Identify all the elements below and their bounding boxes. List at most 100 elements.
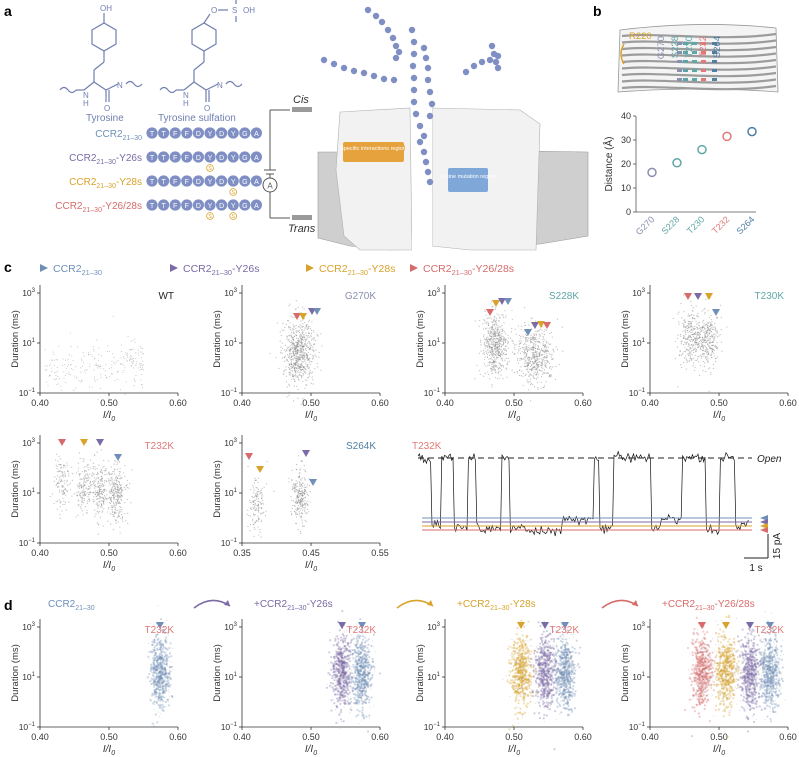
event-point bbox=[116, 495, 118, 497]
event-point bbox=[292, 375, 294, 378]
event-point bbox=[78, 473, 80, 475]
event-point bbox=[705, 323, 707, 325]
event-point bbox=[537, 361, 539, 363]
residue-marker bbox=[712, 60, 717, 63]
y-tick-exp: 1 bbox=[32, 672, 36, 678]
event-point bbox=[522, 358, 524, 360]
event-point bbox=[60, 467, 62, 469]
event-point bbox=[86, 509, 88, 512]
event-point bbox=[111, 506, 113, 508]
event-point bbox=[57, 460, 59, 462]
event-point bbox=[486, 340, 488, 342]
event-point bbox=[300, 483, 303, 486]
event-point bbox=[482, 352, 484, 355]
event-point bbox=[484, 328, 487, 330]
event-point bbox=[140, 345, 142, 348]
event-point bbox=[708, 316, 711, 319]
event-point bbox=[53, 378, 55, 380]
event-point bbox=[172, 668, 174, 670]
event-point bbox=[520, 335, 522, 337]
event-point bbox=[307, 335, 309, 337]
event-point bbox=[541, 354, 543, 356]
event-point bbox=[141, 365, 143, 367]
event-point bbox=[291, 336, 293, 338]
event-point bbox=[298, 373, 300, 375]
event-point bbox=[332, 689, 335, 693]
event-point bbox=[162, 682, 164, 684]
residue-letter: T bbox=[150, 179, 155, 186]
event-point bbox=[525, 373, 527, 375]
event-point bbox=[290, 352, 292, 354]
event-point bbox=[252, 523, 254, 526]
event-point bbox=[153, 683, 156, 686]
event-point bbox=[153, 641, 156, 644]
event-point bbox=[118, 511, 120, 514]
event-point bbox=[544, 329, 546, 331]
event-point bbox=[153, 683, 155, 685]
event-point bbox=[82, 494, 84, 496]
event-point bbox=[491, 351, 494, 353]
event-point bbox=[253, 492, 255, 494]
event-point bbox=[688, 360, 690, 362]
event-point bbox=[75, 366, 77, 368]
event-point bbox=[88, 500, 90, 502]
event-point bbox=[528, 349, 530, 351]
event-point bbox=[84, 484, 86, 487]
event-point bbox=[253, 535, 255, 538]
event-point bbox=[309, 342, 311, 344]
event-point bbox=[110, 523, 112, 525]
residue-letter: Y bbox=[231, 155, 236, 162]
residue-letter: A bbox=[254, 131, 259, 138]
event-point bbox=[91, 472, 94, 474]
event-point bbox=[552, 366, 554, 368]
event-point bbox=[483, 353, 486, 356]
tyrosine-structure bbox=[59, 13, 143, 102]
event-point bbox=[520, 340, 522, 342]
event-point bbox=[78, 483, 80, 485]
event-point bbox=[505, 353, 507, 355]
event-point bbox=[159, 666, 161, 668]
event-point bbox=[115, 501, 117, 503]
event-point bbox=[156, 721, 159, 724]
event-point bbox=[513, 353, 515, 355]
event-point bbox=[700, 339, 702, 341]
event-point bbox=[105, 489, 107, 491]
event-point bbox=[703, 349, 705, 351]
event-point bbox=[161, 681, 163, 683]
event-point bbox=[701, 336, 704, 339]
event-point bbox=[498, 320, 500, 322]
event-point bbox=[299, 487, 301, 490]
event-point bbox=[298, 354, 300, 356]
event-point bbox=[521, 351, 523, 353]
event-point bbox=[304, 499, 306, 502]
event-point bbox=[306, 359, 309, 361]
event-point bbox=[532, 335, 534, 338]
event-point bbox=[316, 335, 318, 337]
event-point bbox=[704, 350, 706, 352]
event-point bbox=[308, 321, 310, 323]
event-point bbox=[300, 369, 303, 371]
event-point bbox=[702, 329, 704, 331]
event-point bbox=[88, 386, 91, 388]
event-point bbox=[260, 521, 262, 523]
event-point bbox=[704, 311, 706, 313]
y-tick-exp: 1 bbox=[32, 338, 36, 344]
event-point bbox=[716, 356, 719, 358]
event-point bbox=[489, 339, 491, 341]
event-point bbox=[706, 335, 709, 337]
event-point bbox=[168, 669, 170, 671]
event-point bbox=[496, 331, 498, 333]
event-point bbox=[489, 335, 491, 337]
event-point bbox=[677, 313, 679, 315]
event-point bbox=[301, 493, 303, 495]
event-point bbox=[55, 478, 58, 480]
event-point bbox=[290, 513, 293, 516]
event-point bbox=[533, 361, 535, 363]
event-point bbox=[109, 490, 111, 493]
y-tick-base: 10 bbox=[22, 438, 32, 448]
event-point bbox=[101, 500, 103, 502]
event-point bbox=[261, 519, 263, 521]
event-point bbox=[295, 331, 297, 333]
event-point bbox=[499, 364, 501, 367]
event-point bbox=[697, 347, 699, 349]
